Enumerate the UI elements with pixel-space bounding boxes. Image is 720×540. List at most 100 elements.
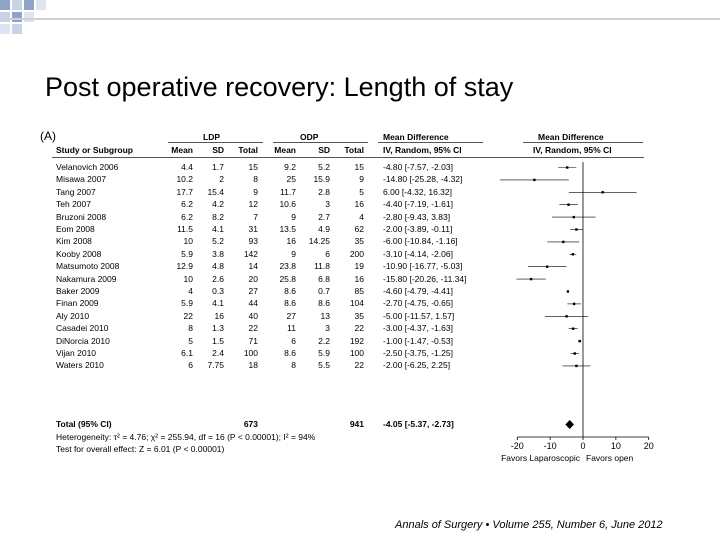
study-name: Kim 2008	[56, 236, 92, 247]
ldp-total: 142	[243, 248, 258, 259]
odp-mean: 8.6	[284, 286, 296, 296]
md-text: -2.70 [-4.75, -0.65]	[383, 298, 453, 309]
point-estimate	[573, 352, 576, 355]
md-text: -4.80 [-7.57, -2.03]	[383, 162, 453, 172]
favors-left-label: Favors Laparoscopic	[501, 453, 581, 463]
ldp-sd: 5.2	[212, 236, 224, 247]
pooled-diamond	[565, 420, 575, 429]
ldp-sd: 8.2	[212, 211, 224, 222]
ldp-sd: 3.8	[212, 248, 224, 259]
point-estimate	[533, 178, 536, 182]
odp-mean: 6	[291, 335, 296, 346]
x-tick-label: -20	[511, 441, 524, 451]
odp-total: 200	[349, 248, 364, 259]
odp-sd: 5.5	[318, 360, 330, 371]
point-estimate	[529, 277, 533, 281]
odp-mean: 9	[291, 248, 296, 259]
ldp-sd: 0.3	[212, 286, 224, 296]
md-text: -10.90 [-16.77, -5.03]	[383, 261, 463, 272]
ldp-total: 12	[248, 199, 258, 210]
panel-label: (A)	[40, 129, 56, 143]
study-name: Teh 2007	[56, 199, 91, 210]
odp-total: 9	[359, 174, 364, 185]
ldp-mean: 6.2	[181, 211, 193, 222]
odp-mean: 9	[291, 211, 296, 222]
ldp-mean: 12.9	[176, 261, 193, 272]
odp-sd: 0.7	[318, 286, 330, 296]
odp-total: 35	[354, 310, 364, 321]
total-odp-n: 941	[349, 419, 364, 429]
point-estimate	[575, 364, 578, 368]
odp-total: 16	[354, 273, 364, 284]
ldp-total: 44	[248, 298, 258, 309]
ldp-total: 31	[248, 224, 258, 234]
point-estimate	[571, 327, 575, 330]
col-header-md-text: IV, Random, 95% CI	[383, 145, 462, 155]
total-label: Total (95% CI)	[56, 419, 112, 429]
x-tick-label: 10	[611, 441, 621, 451]
study-name: Finan 2009	[56, 298, 99, 309]
ldp-total: 20	[248, 273, 258, 284]
ldp-total: 93	[248, 236, 258, 247]
odp-sd: 4.9	[318, 224, 330, 234]
point-estimate	[545, 265, 549, 268]
md-text: -5.00 [-11.57, 1.57]	[383, 310, 455, 321]
study-name: Aly 2010	[56, 310, 90, 321]
odp-mean: 9.2	[284, 162, 296, 172]
odp-mean: 8.6	[284, 298, 296, 309]
ldp-sd: 4.1	[212, 224, 224, 234]
md-text: 6.00 [-4.32, 16.32]	[383, 186, 452, 197]
x-tick-label: 0	[580, 441, 585, 451]
ldp-total: 22	[248, 323, 258, 334]
odp-sd: 2.7	[318, 211, 330, 222]
ldp-sd: 4.2	[212, 199, 224, 210]
study-name: Kooby 2008	[56, 248, 102, 259]
heterogeneity-text: Heterogeneity: τ² = 4.76; χ² = 255.94, d…	[56, 432, 316, 442]
citation: Annals of Surgery • Volume 255, Number 6…	[395, 519, 663, 531]
odp-total: 19	[354, 261, 364, 272]
odp-mean: 13.5	[279, 224, 296, 234]
odp-mean: 23.8	[279, 261, 296, 272]
md-plot-group-rule	[523, 142, 643, 143]
ldp-group-header: LDP	[203, 132, 220, 142]
odp-sd: 14.25	[308, 236, 330, 247]
study-name: Eom 2008	[56, 224, 95, 234]
ldp-sd: 1.3	[212, 323, 224, 334]
odp-sd: 3	[325, 199, 330, 210]
col-header-ldp-sd: SD	[212, 145, 224, 155]
ldp-total: 100	[243, 348, 258, 358]
odp-total: 35	[354, 236, 364, 247]
point-estimate	[578, 339, 581, 343]
ldp-sd: 2.6	[212, 273, 224, 284]
odp-total: 15	[354, 162, 364, 172]
odp-sd: 6	[325, 248, 330, 259]
point-estimate	[572, 215, 575, 219]
odp-mean: 11	[287, 323, 296, 334]
ldp-group-rule	[168, 142, 263, 143]
odp-total: 16	[354, 199, 364, 210]
study-name: Vijan 2010	[56, 348, 97, 358]
odp-sd: 5.2	[318, 162, 330, 172]
ldp-mean: 8	[188, 323, 193, 334]
md-text: -2.00 [-6.25, 2.25]	[383, 360, 451, 371]
md-plot-group-header: Mean Difference	[538, 132, 604, 142]
odp-total: 5	[359, 186, 364, 197]
x-tick-label: 20	[644, 441, 654, 451]
ldp-sd: 1.5	[212, 335, 224, 346]
odp-total: 62	[354, 224, 364, 234]
md-text: -1.00 [-1.47, -0.53]	[383, 335, 453, 346]
col-header-md-plot: IV, Random, 95% CI	[533, 145, 612, 155]
ldp-total: 7	[253, 211, 258, 222]
odp-mean: 10.6	[279, 199, 296, 210]
study-name: DiNorcia 2010	[56, 335, 110, 346]
point-estimate	[566, 290, 570, 293]
odp-group-rule	[273, 142, 368, 143]
ldp-sd: 16	[214, 310, 224, 321]
ldp-mean: 5	[188, 335, 193, 346]
odp-mean: 8.6	[284, 348, 296, 358]
title-rule	[0, 18, 720, 20]
md-text: -4.40 [-7.19, -1.61]	[383, 199, 453, 210]
odp-total: 4	[359, 211, 364, 222]
col-header-odp-total: Total	[344, 145, 364, 155]
ldp-mean: 4	[188, 286, 193, 296]
